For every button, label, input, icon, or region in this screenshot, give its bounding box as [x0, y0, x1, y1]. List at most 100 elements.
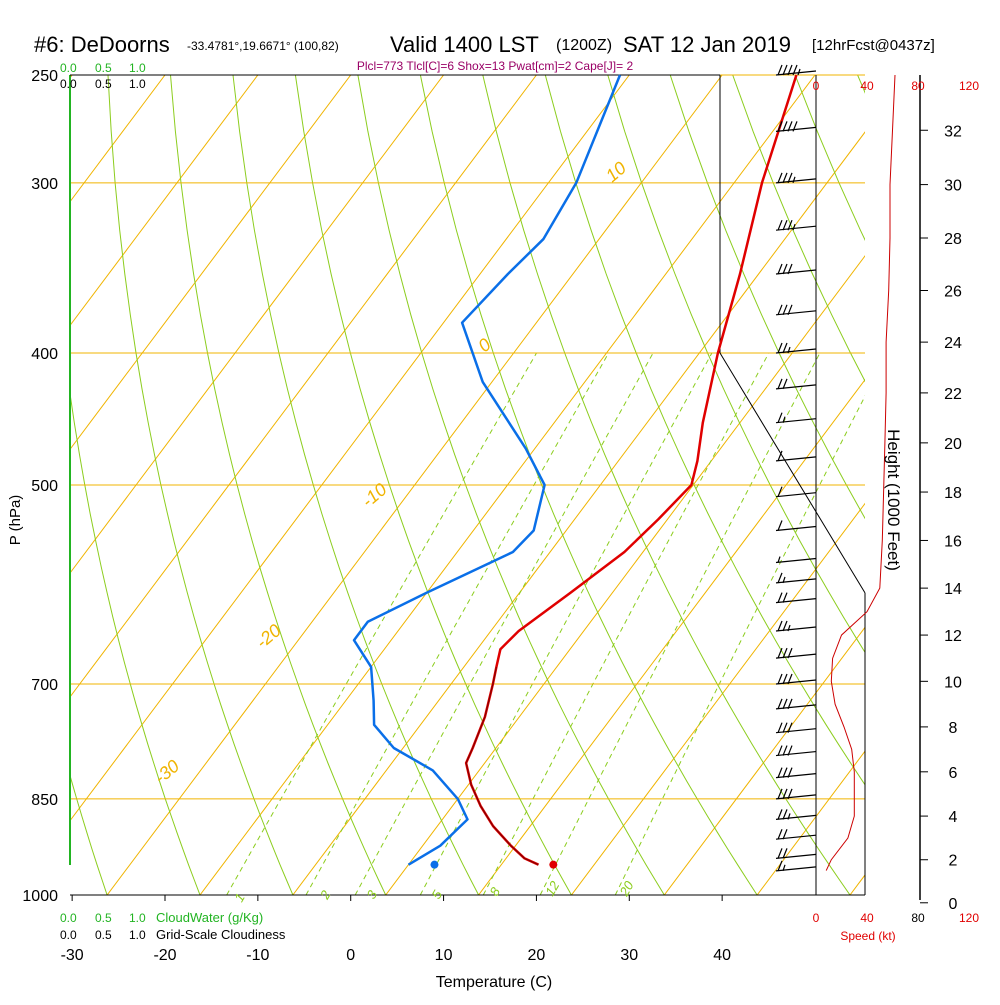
wind-barb-flag: [778, 593, 782, 603]
wind-barb: [776, 829, 816, 839]
cloud-scale-tick: 1.0: [129, 928, 146, 942]
height-tick-label: 12: [944, 628, 962, 645]
wind-barb-flag: [778, 848, 782, 858]
wind-barb-staff: [776, 127, 816, 131]
wind-barb-staff: [776, 419, 816, 423]
height-tick-label: 28: [944, 231, 962, 248]
wind-barb-staff: [776, 705, 816, 709]
wind-barb-flag: [778, 413, 782, 423]
wind-barb-flag: [778, 379, 782, 389]
height-tick-label: 32: [944, 123, 962, 140]
wind-barb-staff: [776, 729, 816, 733]
x-axis-label: Temperature (C): [436, 974, 552, 991]
cloud-scale-tick: 1.0: [129, 911, 146, 925]
speed-scale-bottom: 0 40 80 120: [813, 911, 980, 925]
pressure-tick-label: 500: [31, 478, 58, 495]
mixing-ratio-line: [306, 353, 609, 895]
cloud-scale-tick: 0.5: [95, 911, 112, 925]
pressure-tick-label: 1000: [22, 888, 58, 905]
height-tick-label: 20: [944, 436, 962, 453]
pressure-tick-label: 250: [31, 68, 58, 85]
x-tick-label: -20: [153, 947, 176, 964]
wind-barb-flag: [778, 573, 782, 583]
wind-barb-flag: [778, 521, 782, 531]
wind-barb-staff: [776, 599, 816, 603]
plot-right-diagonal: [720, 353, 865, 593]
wind-barb: [776, 305, 816, 315]
height-tick-label: 24: [944, 335, 962, 352]
height-tick-label: 18: [944, 485, 962, 502]
height-tick-label: 26: [944, 283, 962, 300]
speed-tick: 80: [911, 911, 925, 925]
x-tick-label: 20: [528, 947, 546, 964]
height-tick-label: 6: [949, 765, 958, 782]
wind-barb-staff: [776, 457, 816, 461]
mixing-ratio-line: [615, 353, 887, 895]
wind-barb-staff: [776, 179, 816, 183]
height-tick-label: 30: [944, 178, 962, 195]
height-tick-label: 0: [949, 896, 958, 913]
wind-barb-staff: [776, 527, 816, 531]
mixing-ratio-label: 3: [363, 887, 380, 901]
title-station: #6: DeDoorns: [34, 32, 170, 57]
surface-temperature-point: [549, 861, 557, 869]
wind-barb-flag: [778, 648, 782, 658]
title-date: SAT 12 Jan 2019: [623, 32, 791, 57]
mixing-ratio-label: 8: [486, 884, 503, 898]
wind-barb: [776, 413, 816, 423]
cloudiness-label: Grid-Scale Cloudiness: [156, 927, 286, 942]
title-valid: Valid 1400 LST: [390, 32, 539, 57]
cloud-scale-tick: 1.0: [129, 61, 146, 75]
wind-barb: [776, 379, 816, 389]
mixing-ratio-label: 1: [231, 891, 248, 905]
pressure-tick-label: 300: [31, 176, 58, 193]
wind-barb-staff: [776, 226, 816, 230]
x-tick-label: -10: [246, 947, 269, 964]
wind-barb-flag: [778, 809, 782, 819]
wind-barb-flag: [778, 746, 782, 756]
height-tick-label: 16: [944, 533, 962, 550]
wind-barb: [776, 789, 816, 799]
cloud-scale-tick: 0.0: [60, 911, 77, 925]
height-axis-label: Height (1000 Feet): [884, 429, 903, 571]
cloud-scale-tick: 0.5: [95, 928, 112, 942]
surface-dewpoint-point: [430, 861, 438, 869]
wind-barb-flag: [778, 723, 782, 733]
wind-barb-flag: [778, 768, 782, 778]
height-tick-label: 2: [949, 853, 958, 870]
dry-adiabat-line: [858, 75, 1000, 895]
mixing-ratio-line: [540, 353, 820, 895]
wind-barb-flag: [778, 343, 782, 353]
wind-barb-staff: [776, 270, 816, 274]
speed-tick: 40: [860, 911, 874, 925]
cloud-scale-top-black: 0.0 0.5 1.0: [60, 77, 146, 91]
cloud-scale-tick: 1.0: [129, 77, 146, 91]
series-temperature-line: [466, 75, 796, 865]
height-tick-label: 22: [944, 386, 962, 403]
wind-barb-flag: [778, 264, 782, 274]
mixing-ratio-line: [355, 353, 653, 895]
wind-barb-staff: [776, 815, 816, 819]
wind-barb-staff: [776, 493, 816, 497]
speed-scale-top: 0 40 80 120: [813, 79, 980, 93]
wind-barb: [776, 593, 816, 603]
wind-barb-staff: [776, 835, 816, 839]
wind-barb-flag: [778, 65, 782, 75]
wind-barb: [776, 723, 816, 733]
wind-barb-staff: [776, 854, 816, 858]
isotherm-label: 10: [602, 158, 630, 186]
wind-barb: [776, 220, 816, 230]
wind-barb: [776, 173, 816, 183]
height-tick-label: 10: [944, 674, 962, 691]
wind-barb: [776, 648, 816, 658]
cloud-scale-top-green: 0.0 0.5 1.0: [60, 61, 146, 75]
x-tick-label: 30: [620, 947, 638, 964]
x-tick-label: -30: [61, 947, 84, 964]
cloud-scale-bottom-black: 0.0 0.5 1.0: [60, 928, 146, 942]
wind-barb-flag: [778, 220, 782, 230]
wind-barb-staff: [776, 71, 816, 75]
height-tick-label: 4: [949, 809, 958, 826]
title-zulu: (1200Z): [556, 37, 612, 54]
